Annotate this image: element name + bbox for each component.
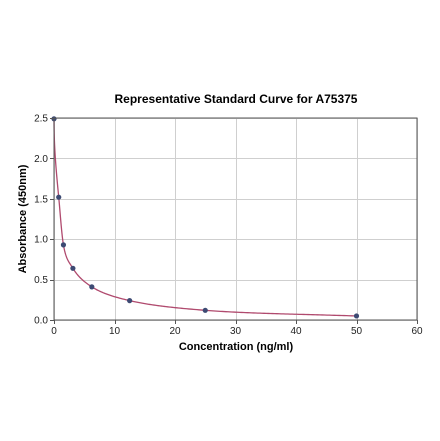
x-tick-label: 40 — [290, 326, 302, 337]
grid-lines — [54, 118, 418, 321]
y-tick-label: 2.5 — [34, 114, 48, 125]
x-tick-label: 30 — [230, 326, 242, 337]
y-tick-label: 0.0 — [34, 316, 48, 327]
chart-title: Representative Standard Curve for A75375 — [115, 92, 358, 106]
plot-frame — [53, 117, 418, 321]
y-tick-label: 2.0 — [34, 154, 48, 165]
x-axis-label: Concentration (ng/ml) — [179, 341, 294, 353]
x-tick-label: 60 — [411, 326, 423, 337]
data-point — [89, 284, 95, 290]
fit-curve-line — [53, 118, 357, 317]
data-point — [353, 313, 360, 319]
y-axis-ticks: 0.0 0.5 1.0 1.5 2.0 2.5 — [34, 114, 54, 327]
data-point — [70, 265, 76, 271]
data-point — [202, 307, 208, 313]
y-axis-label: Absorbance (450nm) — [17, 164, 29, 273]
x-tick-label: 20 — [169, 326, 181, 337]
fit-curve-layer — [53, 118, 357, 317]
y-tick-label: 1.0 — [34, 235, 48, 246]
y-tick-label: 0.5 — [34, 275, 48, 286]
x-tick-label: 0 — [51, 326, 57, 337]
x-tick-label: 50 — [351, 326, 363, 337]
data-points — [51, 116, 360, 319]
data-point — [127, 298, 133, 304]
data-point — [56, 194, 62, 200]
x-tick-label: 10 — [109, 326, 121, 337]
x-axis-ticks: 0 10 20 30 40 50 60 — [51, 320, 423, 337]
data-point — [60, 242, 67, 248]
y-tick-label: 1.5 — [34, 194, 48, 205]
